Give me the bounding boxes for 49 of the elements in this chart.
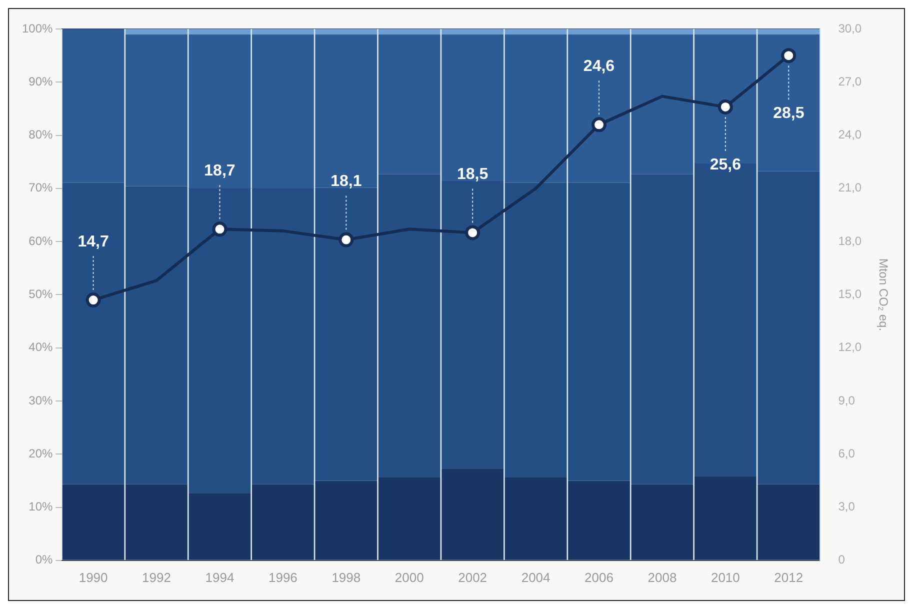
x-tick-label: 1994 (205, 570, 234, 585)
point (718, 99, 733, 114)
y-tick-label: 70% (28, 180, 54, 195)
y2-tick-label: 18,0 (838, 234, 862, 248)
data-label: 14,7 (78, 233, 109, 250)
y2-tick-label: 30,0 (838, 21, 862, 36)
y2-axis-title: Mton CO₂ eq. (876, 258, 890, 332)
y-tick-label: 80% (28, 128, 54, 142)
point (338, 232, 354, 248)
x-tick-label: 1996 (268, 570, 298, 585)
y-tick-label: 100% (22, 21, 54, 36)
x-tick-label: 2004 (521, 570, 550, 585)
x-tick-label: 1998 (332, 570, 361, 585)
y2-tick-label: 0 (838, 552, 846, 567)
point (86, 292, 101, 308)
y2-tick-label: 24,0 (838, 128, 862, 142)
y2-tick-label: 12,0 (838, 340, 862, 354)
point (781, 48, 796, 64)
y2-tick-label: 6,0 (838, 446, 856, 460)
x-tick-label: 2010 (710, 570, 740, 585)
y2-tick-label: 15,0 (838, 287, 862, 302)
data-label: 24,6 (583, 58, 615, 76)
data-label: 18,1 (330, 173, 362, 190)
data-label: 18,5 (457, 166, 488, 184)
x-tick-label: 1990 (78, 570, 108, 585)
data-label: 18,7 (204, 162, 236, 180)
x-tick-label: 2012 (774, 570, 804, 585)
point (592, 117, 606, 132)
y2-tick-label: 9,0 (838, 393, 856, 408)
point (465, 225, 480, 240)
y-tick-label: 20% (28, 446, 54, 460)
y2-tick-label: 21,0 (838, 180, 862, 195)
x-tick-label: 2008 (648, 570, 677, 585)
y-tick-label: 40% (28, 340, 54, 354)
y-tick-label: 60% (28, 234, 54, 248)
y-tick-label: 10% (28, 500, 54, 514)
x-tick-label: 2002 (458, 570, 488, 585)
data-label: 25,6 (710, 156, 742, 174)
data-label: 28,5 (773, 104, 804, 122)
y2-tick-label: 27,0 (838, 74, 862, 88)
y-tick-label: 90% (28, 74, 54, 88)
y-tick-label: 0% (35, 552, 54, 567)
point (212, 222, 228, 237)
x-tick-label: 2006 (584, 570, 614, 585)
y-tick-label: 30% (28, 393, 54, 408)
y-tick-label: 50% (28, 287, 54, 302)
x-tick-label: 1992 (142, 570, 171, 585)
y2-tick-label: 3,0 (838, 500, 856, 514)
x-tick-label: 2000 (394, 570, 424, 585)
